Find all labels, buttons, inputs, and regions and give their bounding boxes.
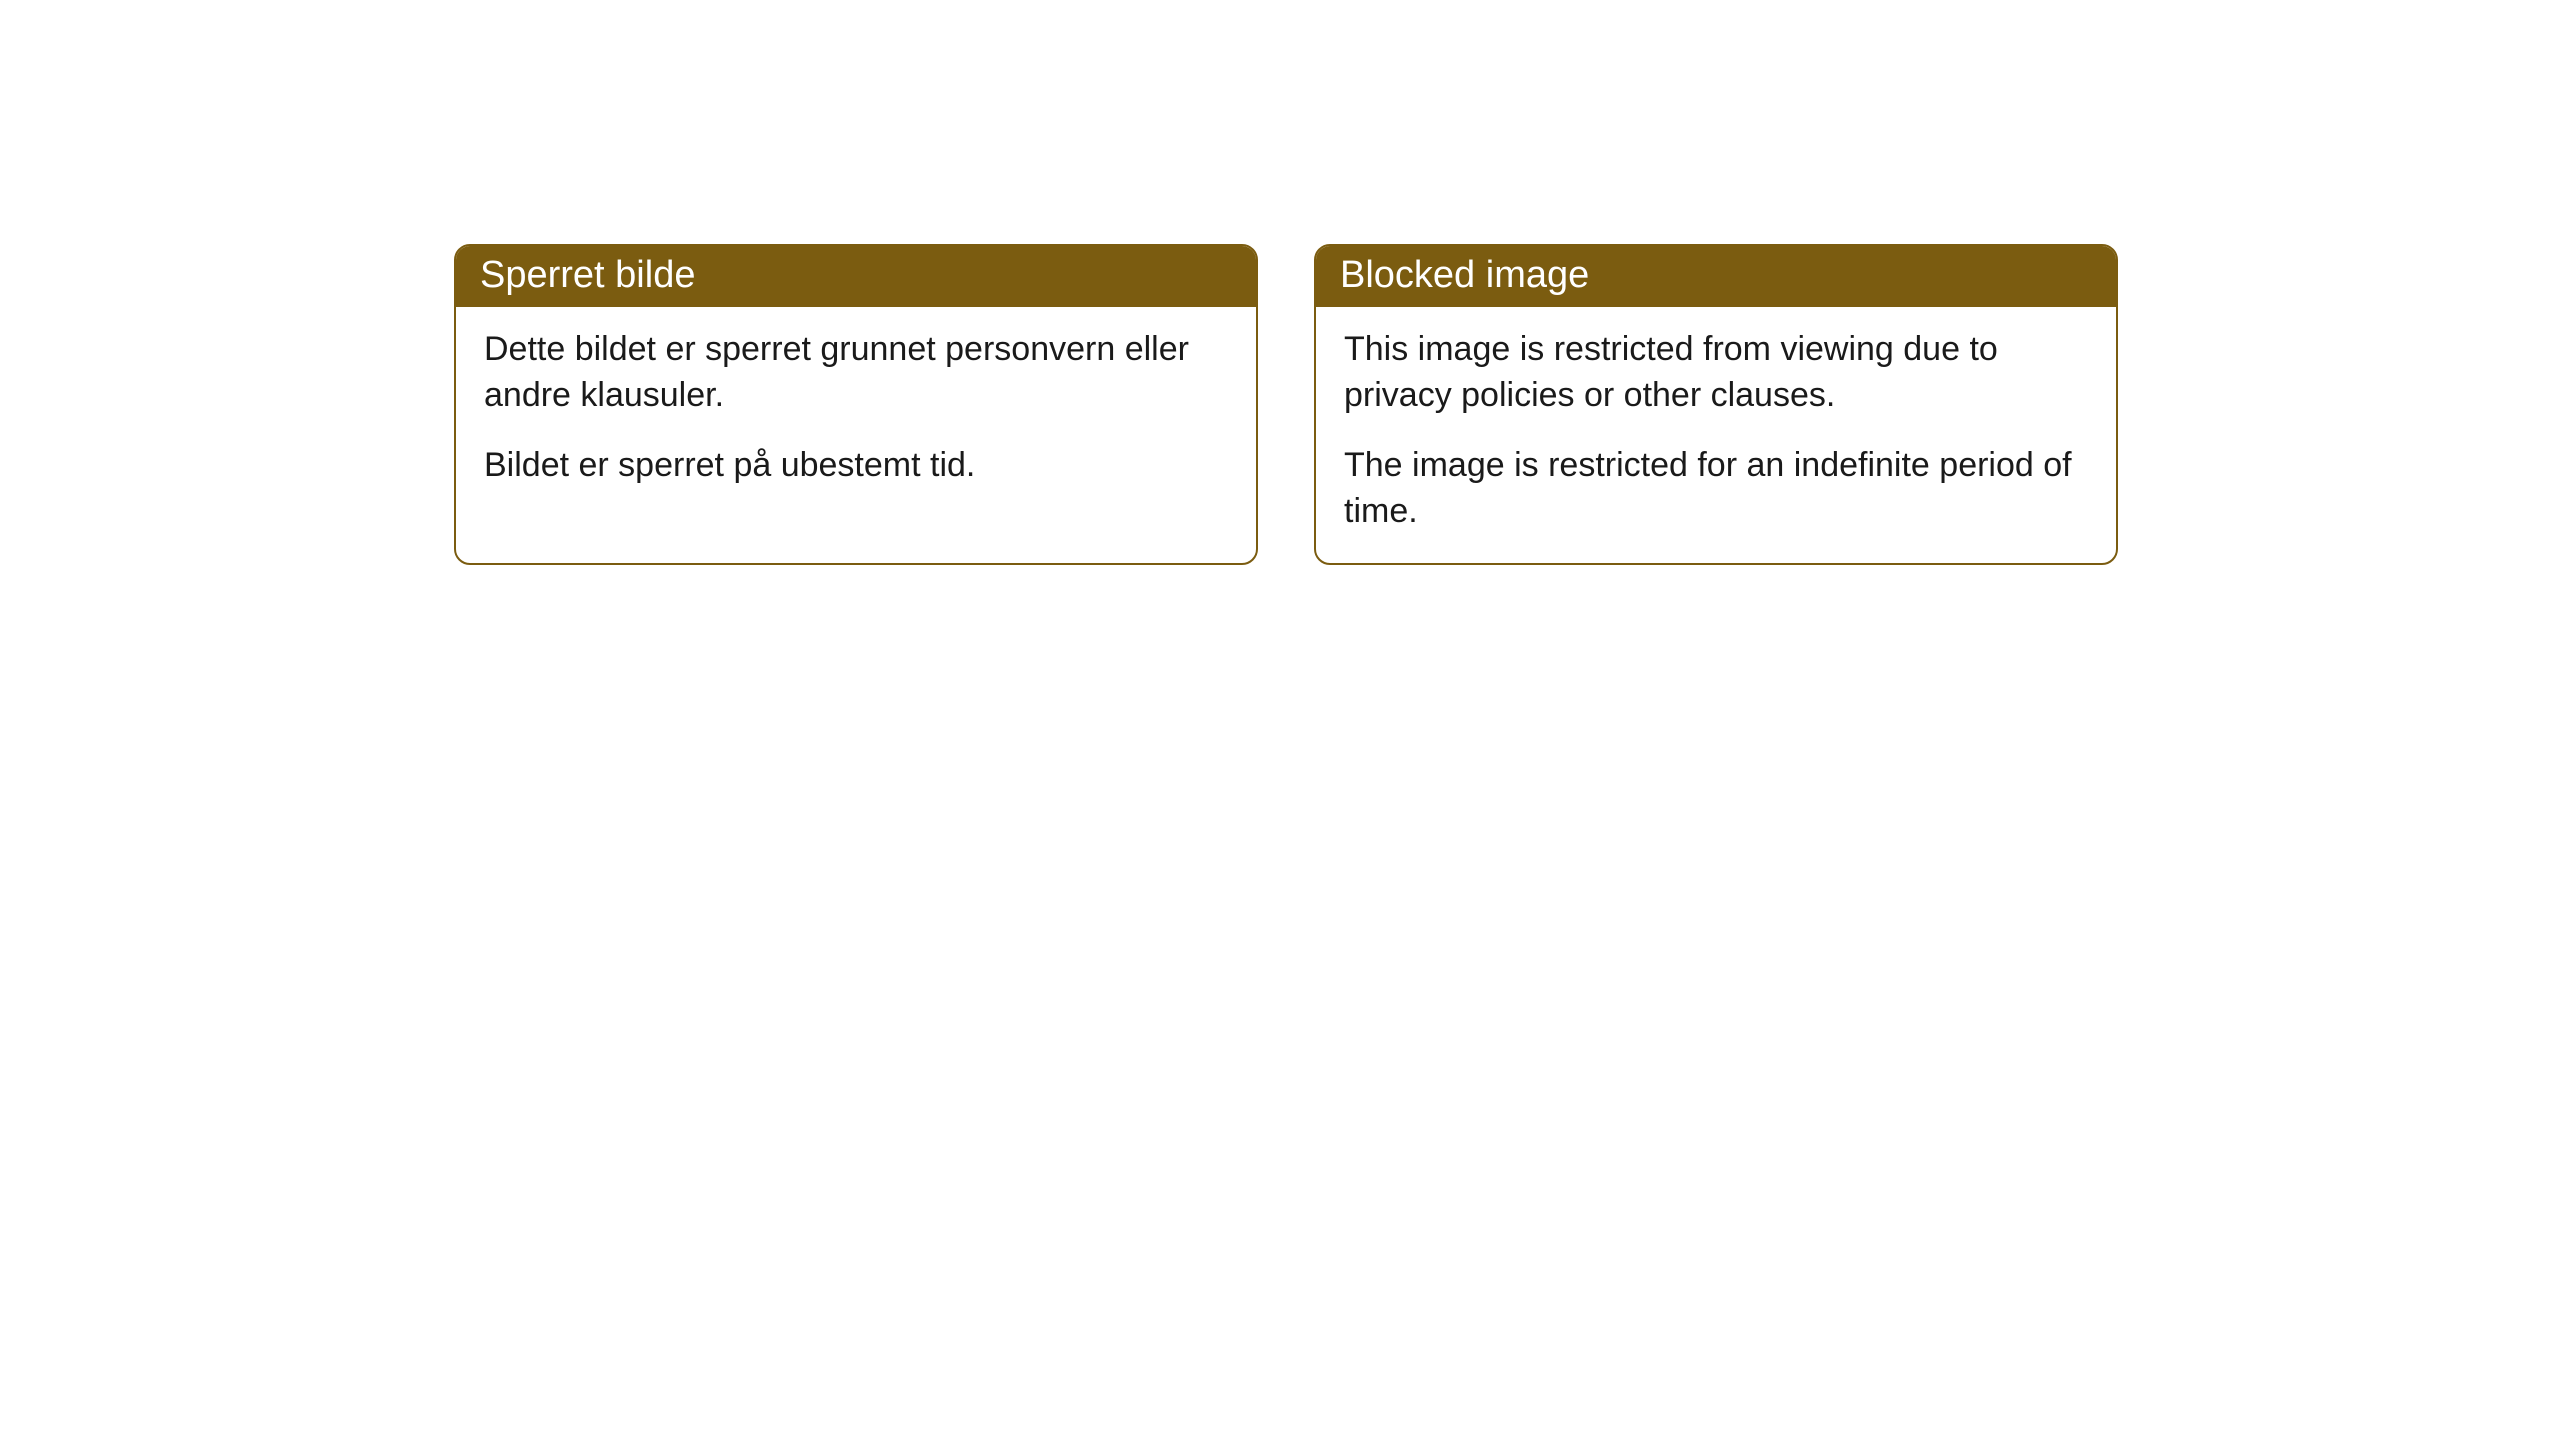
card-paragraph: Dette bildet er sperret grunnet personve…	[484, 327, 1228, 419]
card-header: Sperret bilde	[456, 246, 1256, 307]
card-paragraph: This image is restricted from viewing du…	[1344, 327, 2088, 419]
card-paragraph: Bildet er sperret på ubestemt tid.	[484, 443, 1228, 489]
card-body: Dette bildet er sperret grunnet personve…	[456, 307, 1256, 517]
notice-card-norwegian: Sperret bilde Dette bildet er sperret gr…	[454, 244, 1258, 565]
card-title: Sperret bilde	[480, 254, 695, 296]
notice-cards-container: Sperret bilde Dette bildet er sperret gr…	[454, 244, 2118, 565]
card-title: Blocked image	[1340, 254, 1589, 296]
card-header: Blocked image	[1316, 246, 2116, 307]
card-paragraph: The image is restricted for an indefinit…	[1344, 443, 2088, 535]
notice-card-english: Blocked image This image is restricted f…	[1314, 244, 2118, 565]
card-body: This image is restricted from viewing du…	[1316, 307, 2116, 563]
